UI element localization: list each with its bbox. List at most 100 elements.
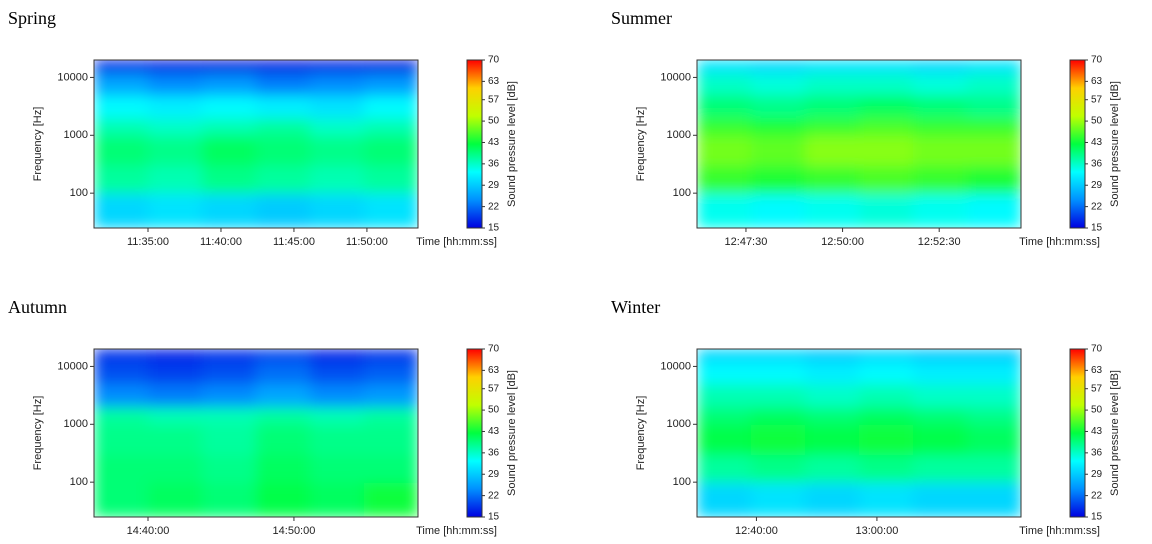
heatmap-cell (966, 72, 1021, 96)
colorbar-tick-label: 15 (1091, 512, 1103, 523)
heatmap-cell (697, 383, 752, 408)
heatmap-cell (364, 94, 418, 119)
heatmap-cell (94, 406, 149, 425)
heatmap-cell (202, 117, 257, 136)
heatmap-cell (966, 406, 1021, 425)
heatmap-cell (697, 165, 752, 194)
heatmap-cell (859, 349, 914, 363)
heatmap-cell (859, 72, 914, 96)
colorbar-tick-label: 36 (1091, 447, 1103, 458)
heatmap-cell (912, 135, 968, 167)
colorbar-label: Sound pressure level [dB] (506, 370, 518, 496)
heatmap-cell (256, 349, 311, 363)
colorbar (466, 59, 483, 229)
panel: Autumn 14:40:00 14:50:00 100 1000 10000 Time [… (8, 297, 518, 537)
y-tick-label: 1000 (667, 129, 691, 141)
y-tick-label: 100 (70, 187, 88, 199)
heatmap-cell (805, 165, 860, 194)
y-tick-label: 10000 (57, 360, 88, 372)
colorbar-tick-label: 15 (1091, 223, 1103, 234)
heatmap-cell (859, 193, 914, 228)
heatmap-cell (859, 135, 914, 167)
heatmap-cell (751, 424, 806, 456)
heatmap-cell (751, 406, 806, 425)
heatmap-cell (912, 383, 968, 408)
heatmap-cell (966, 424, 1021, 456)
heatmap-cell (256, 383, 311, 408)
heatmap-cell (256, 361, 311, 385)
colorbar-tick-label: 50 (1091, 405, 1103, 416)
colorbar-tick-label: 63 (1091, 365, 1103, 376)
heatmap-cell (751, 361, 806, 385)
heatmap-cell (202, 60, 257, 74)
heatmap-cell (310, 361, 365, 385)
heatmap-cell (805, 193, 860, 228)
y-tick-label: 10000 (57, 71, 88, 83)
colorbar-tick-label: 70 (488, 55, 500, 66)
panel-title: Spring (8, 8, 56, 28)
colorbar-tick-label: 22 (1091, 201, 1103, 212)
colorbar-tick-label: 22 (488, 201, 500, 212)
heatmap-cell (94, 361, 149, 385)
y-tick-label: 100 (673, 476, 691, 488)
heatmap-cell (148, 94, 203, 119)
heatmap-cell (148, 135, 203, 167)
heatmap-cell (912, 406, 968, 425)
colorbar-tick-label: 29 (488, 180, 500, 191)
x-tick-label: 13:00:00 (856, 525, 899, 537)
plot-frame (93, 348, 419, 518)
colorbar-tick-label: 22 (1091, 490, 1103, 501)
colorbar-tick-label: 29 (488, 469, 500, 480)
heatmap-cell (256, 424, 311, 456)
heatmap-cell (751, 454, 806, 483)
heatmap-cell (697, 117, 752, 136)
heatmap-cell (310, 135, 365, 167)
colorbar-tick-label: 36 (488, 447, 500, 458)
panel-title: Autumn (8, 297, 67, 317)
heatmap-cell (94, 424, 149, 456)
heatmap-cell (966, 193, 1021, 228)
heatmap-cell (697, 72, 752, 96)
heatmap-cell (148, 482, 203, 517)
heatmap-cell (697, 406, 752, 425)
x-axis-label: Time [hh:mm:ss] (416, 525, 497, 537)
heatmap-cell (148, 117, 203, 136)
x-axis-label: Time [hh:mm:ss] (1019, 236, 1100, 248)
x-tick-label: 11:40:00 (200, 236, 242, 248)
heatmap-cell (805, 424, 860, 456)
heatmap-cell (364, 60, 418, 74)
colorbar-tick-label: 50 (488, 116, 500, 127)
heatmap-cell (751, 193, 806, 228)
heatmap-cell (202, 193, 257, 228)
heatmap-cell (859, 424, 914, 456)
heatmap-cell (310, 72, 365, 96)
y-axis-label: Frequency [Hz] (32, 396, 44, 471)
heatmap-cell (94, 94, 149, 119)
x-tick-label: 12:40:00 (735, 525, 778, 537)
heatmap-cell (912, 349, 968, 363)
heatmap (697, 349, 1021, 517)
heatmap-cell (697, 482, 752, 517)
colorbar-tick-label: 50 (1091, 116, 1103, 127)
heatmap-cell (966, 482, 1021, 517)
heatmap-cell (805, 349, 860, 363)
heatmap-cell (148, 383, 203, 408)
colorbar-tick-label: 36 (1091, 158, 1103, 169)
heatmap-cell (364, 193, 418, 228)
heatmap-cell (697, 135, 752, 167)
colorbar (1069, 59, 1086, 229)
heatmap-cell (912, 361, 968, 385)
x-tick-label: 12:47:30 (725, 236, 768, 248)
heatmap-cell (94, 165, 149, 194)
panel-title: Winter (611, 297, 660, 317)
plot-frame (93, 59, 419, 229)
x-tick-label: 11:35:00 (127, 236, 169, 248)
heatmap-cells (697, 349, 1021, 517)
colorbar-tick-label: 15 (488, 512, 500, 523)
heatmap-cell (805, 482, 860, 517)
heatmap-cell (202, 72, 257, 96)
x-tick-label: 11:50:00 (346, 236, 388, 248)
heatmap-cell (859, 60, 914, 74)
heatmap-cell (364, 117, 418, 136)
